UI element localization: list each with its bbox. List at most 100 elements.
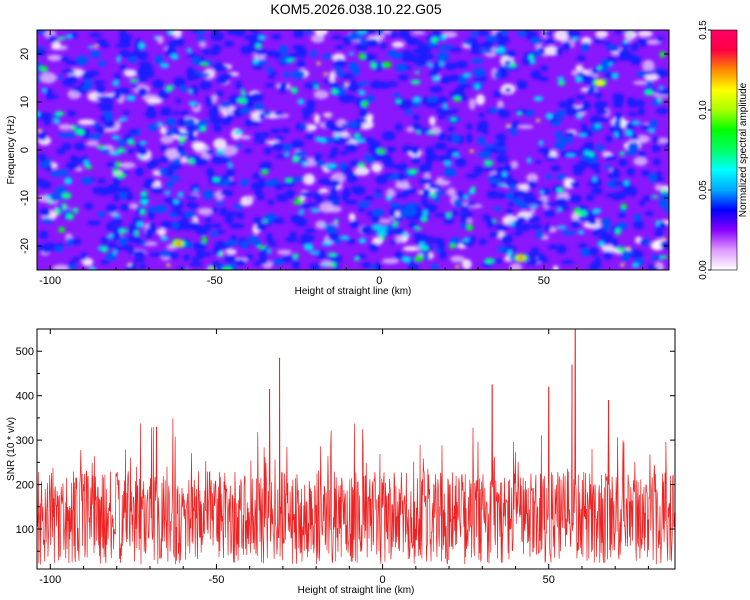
- heatmap-cell: [327, 232, 339, 241]
- heatmap-cell: [645, 79, 653, 88]
- heatmap-cell: [443, 216, 455, 225]
- heatmap-cell: [220, 189, 234, 197]
- heatmap-cell: [530, 257, 538, 266]
- heatmap-cell-high: [418, 190, 423, 194]
- heatmap-cell-mid: [429, 192, 437, 199]
- line-xlabel: Height of straight line (km): [298, 585, 415, 596]
- heatmap-cell: [106, 184, 120, 193]
- heatmap-cell: [376, 30, 384, 36]
- heatmap-cell-mid: [446, 211, 452, 219]
- heatmap-cell: [380, 41, 387, 50]
- heatmap-cell: [457, 74, 468, 84]
- heatmap-cell: [649, 266, 659, 270]
- heatmap-cell-mid: [321, 223, 327, 227]
- heatmap-cell: [341, 73, 355, 79]
- heatmap-cell-mid: [381, 61, 392, 68]
- heatmap-cell: [289, 231, 298, 238]
- heatmap-cell: [248, 30, 260, 33]
- heatmap-xtick-label: 50: [538, 275, 550, 287]
- heatmap-cell-mid: [188, 89, 193, 94]
- heatmap-cell: [482, 214, 491, 222]
- heatmap-cell: [451, 209, 459, 217]
- heatmap-cell-low: [377, 218, 392, 224]
- heatmap-cell: [135, 238, 142, 246]
- heatmap-cell: [232, 30, 246, 37]
- heatmap-cell-mid: [369, 62, 377, 69]
- heatmap-cell-mid: [109, 151, 120, 156]
- heatmap-cell: [421, 96, 429, 106]
- heatmap-cell: [599, 232, 613, 242]
- heatmap-cell: [451, 108, 459, 114]
- heatmap-cell: [126, 229, 136, 234]
- heatmap-cell: [610, 192, 624, 201]
- heatmap-cell: [55, 169, 70, 176]
- heatmap-cell: [538, 76, 549, 82]
- heatmap-cell: [350, 79, 358, 89]
- heatmap-cell-mid: [222, 266, 233, 270]
- heatmap-cell: [391, 52, 404, 60]
- heatmap-cell: [261, 131, 270, 138]
- heatmap-cell-mid: [577, 230, 585, 235]
- heatmap-cell: [305, 133, 314, 140]
- heatmap-cell-mid: [538, 140, 544, 146]
- heatmap-cell: [239, 108, 253, 114]
- heatmap-cell-low: [39, 72, 57, 84]
- heatmap-cell: [105, 252, 117, 262]
- heatmap-cell-low: [348, 212, 356, 222]
- heatmap-cell-mid: [440, 34, 447, 41]
- heatmap-cell-mid: [545, 112, 553, 120]
- heatmap-cell: [365, 38, 380, 48]
- heatmap-cell: [254, 48, 269, 56]
- heatmap-cell: [106, 203, 118, 214]
- heatmap-cell: [504, 87, 512, 93]
- heatmap-cell: [264, 83, 276, 88]
- heatmap-cell: [95, 84, 106, 95]
- heatmap-cell-mid: [140, 191, 148, 197]
- heatmap-cell: [524, 30, 534, 37]
- heatmap-cell: [137, 87, 148, 97]
- heatmap-cell-mid: [357, 30, 367, 35]
- heatmap-cell: [603, 251, 613, 261]
- heatmap-cell: [460, 216, 468, 224]
- heatmap-cell-low: [86, 140, 99, 147]
- heatmap-cell: [626, 147, 637, 156]
- heatmap-cell: [37, 61, 42, 69]
- heatmap-cell-mid: [290, 87, 298, 94]
- heatmap-cell: [593, 100, 608, 111]
- heatmap-cell: [116, 188, 129, 193]
- heatmap-cell: [235, 258, 246, 267]
- heatmap-cell-mid: [358, 90, 366, 96]
- heatmap-cell: [513, 231, 523, 236]
- heatmap-cell: [350, 185, 358, 193]
- heatmap-cell-mid: [107, 234, 114, 239]
- heatmap-cell: [173, 110, 180, 116]
- heatmap-cell-mid: [83, 159, 90, 167]
- heatmap-cell: [194, 157, 209, 166]
- heatmap-cell-mid: [112, 80, 120, 86]
- heatmap-cell: [593, 169, 601, 174]
- heatmap-cell: [293, 176, 305, 182]
- heatmap-cell-low: [509, 263, 523, 270]
- heatmap-cell-mid: [412, 96, 421, 103]
- heatmap-cell: [300, 191, 314, 198]
- heatmap-cell: [578, 243, 588, 249]
- heatmap-cell: [210, 32, 225, 42]
- heatmap-cell: [274, 135, 285, 141]
- heatmap-cell: [38, 30, 46, 35]
- heatmap-cell-mid: [507, 250, 513, 257]
- heatmap-cell: [498, 109, 510, 119]
- colorbar-tick-label: 0.00: [698, 260, 709, 280]
- heatmap-cell: [486, 219, 495, 229]
- heatmap-cell: [508, 201, 515, 207]
- heatmap-cell: [177, 117, 187, 128]
- heatmap-cell: [558, 101, 569, 108]
- heatmap-cell-mid: [321, 241, 332, 246]
- heatmap-cell: [61, 69, 76, 75]
- heatmap-cell-mid: [267, 249, 272, 254]
- heatmap-cell-mid: [557, 80, 566, 86]
- heatmap-cell: [455, 60, 468, 69]
- heatmap-cell: [603, 41, 612, 47]
- heatmap-cell: [561, 230, 576, 236]
- heatmap-cell-high: [323, 72, 328, 76]
- heatmap-cell-mid: [453, 96, 461, 102]
